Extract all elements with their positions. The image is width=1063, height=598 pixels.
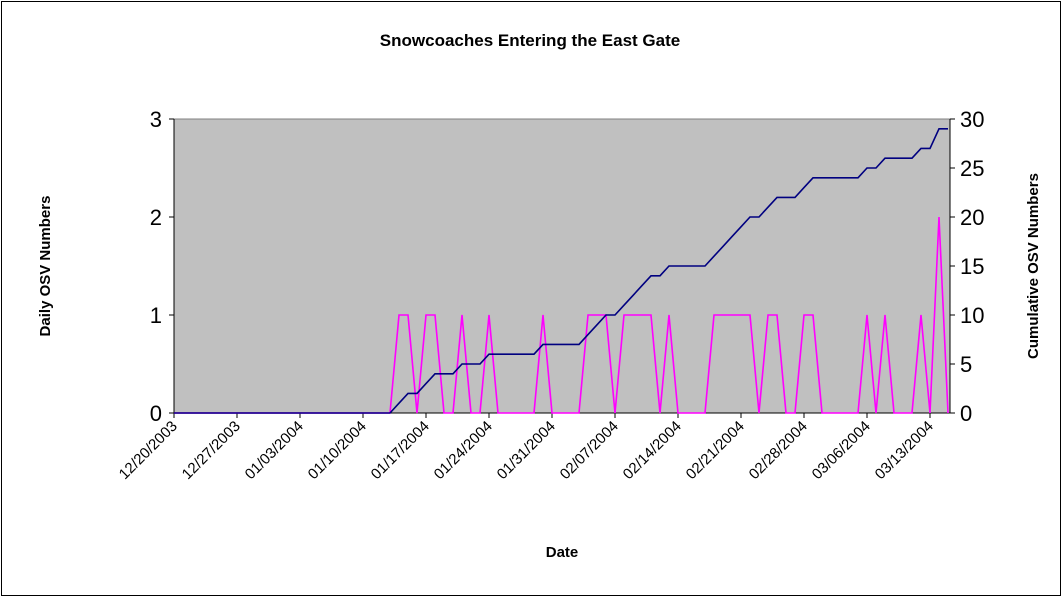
y-axis-title: Daily OSV Numbers <box>37 196 54 337</box>
plot-area <box>173 118 951 414</box>
chart-title: Snowcoaches Entering the East Gate <box>380 31 680 50</box>
y2-tick-label: 20 <box>960 205 984 230</box>
y2-tick-label: 30 <box>960 107 984 132</box>
x-axis-title: Date <box>546 544 579 561</box>
y2-tick-label: 25 <box>960 156 984 181</box>
series-line <box>174 128 948 414</box>
y2-tick-label: 15 <box>960 254 984 279</box>
y-tick-label: 3 <box>150 107 162 132</box>
y2-axis-title: Cumulative OSV Numbers <box>1025 173 1042 359</box>
y-tick-label: 1 <box>150 303 162 328</box>
y-tick-label: 0 <box>150 401 162 426</box>
y2-tick-label: 10 <box>960 303 984 328</box>
y2-tick-label: 5 <box>960 352 972 377</box>
y-tick-label: 2 <box>150 205 162 230</box>
y2-tick-label: 0 <box>960 401 972 426</box>
